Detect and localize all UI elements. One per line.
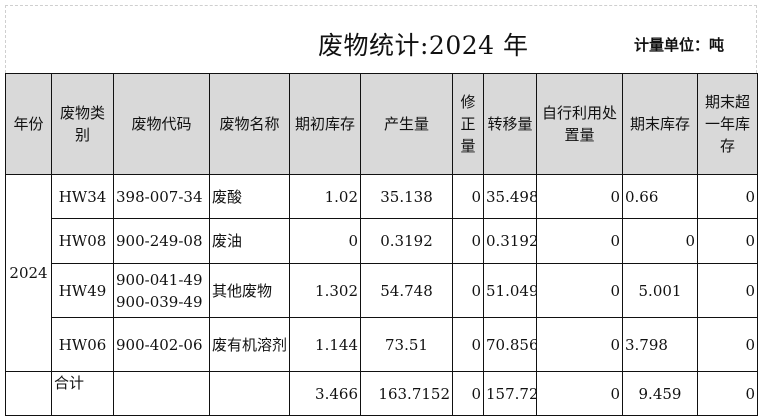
header-opening: 期初库存 — [289, 73, 361, 175]
name-cell: 其他废物 — [209, 263, 290, 318]
closing-cell: 5.001 — [622, 263, 698, 318]
total-over-one-year-cell: 0 — [697, 371, 758, 416]
closing-cell: 0 — [622, 218, 698, 264]
name-cell: 废油 — [209, 218, 290, 264]
empty-cell — [5, 371, 52, 416]
header-over-one-year: 期末超一年库存 — [697, 73, 758, 175]
table-row: HW06 900-402-06 废有机溶剂 1.144 73.51 0 70.856 0 3.7… — [6, 317, 758, 372]
header-code: 废物代码 — [113, 73, 210, 175]
opening-cell: 0 — [289, 218, 361, 264]
category-cell: HW08 — [51, 218, 114, 264]
correction-cell: 0 — [452, 174, 484, 219]
transferred-cell: 35.498 — [483, 174, 537, 219]
over-one-year-cell: 0 — [697, 174, 758, 219]
total-correction-cell: 0 — [452, 371, 484, 416]
transferred-cell: 0.3192 — [483, 218, 537, 264]
header-name: 废物名称 — [209, 73, 290, 175]
header-year: 年份 — [5, 73, 52, 175]
header-category: 废物类别 — [51, 73, 114, 175]
header-row: 年份 废物类别 废物代码 废物名称 期初库存 产生量 修正量 转移量 自行利用处置量 期末库存 期末… — [5, 73, 758, 175]
code-cell: 900-402-06 — [113, 317, 210, 372]
code-cell: 900-041-49 900-039-49 — [113, 263, 210, 318]
page-title: 废物统计:2024 年 — [318, 31, 529, 60]
total-generated-cell: 163.7152 — [360, 371, 453, 416]
correction-cell: 0 — [452, 317, 484, 372]
closing-cell: 3.798 — [622, 317, 698, 372]
code-cell: 398-007-34 — [113, 174, 210, 219]
over-one-year-cell: 0 — [697, 317, 758, 372]
category-cell: HW06 — [51, 317, 114, 372]
category-cell: HW34 — [51, 174, 114, 219]
title-area: 废物统计:2024 年 计量单位：吨 — [5, 5, 757, 73]
header-transferred: 转移量 — [483, 73, 537, 175]
transferred-cell: 51.049 — [483, 263, 537, 318]
opening-cell: 1.02 — [289, 174, 361, 219]
generated-cell: 35.138 — [360, 174, 453, 219]
year-cell: 2024 — [5, 174, 52, 372]
closing-cell: 0.66 — [622, 174, 698, 219]
correction-cell: 0 — [452, 263, 484, 318]
total-label-cell: 合计 — [51, 371, 114, 416]
category-cell: HW49 — [51, 263, 114, 318]
table-row: HW08 900-249-08 废油 0 0.3192 0 0.3192 0 0 0 — [6, 218, 758, 264]
over-one-year-cell: 0 — [697, 263, 758, 318]
header-correction: 修正量 — [452, 73, 484, 175]
header-generated: 产生量 — [360, 73, 453, 175]
total-closing-cell: 9.459 — [622, 371, 698, 416]
generated-cell: 73.51 — [360, 317, 453, 372]
total-opening-cell: 3.466 — [289, 371, 361, 416]
unit-label: 计量单位：吨 — [634, 36, 725, 54]
header-closing: 期末库存 — [622, 73, 698, 175]
code-cell: 900-249-08 — [113, 218, 210, 264]
generated-cell: 0.3192 — [360, 218, 453, 264]
over-one-year-cell: 0 — [697, 218, 758, 264]
table-row: HW49 900-041-49 900-039-49 其他废物 1.302 54.748… — [6, 263, 758, 318]
self-used-cell: 0 — [536, 317, 623, 372]
table-row: 2024 HW34 398-007-34 废酸 1.02 35.138 0 35.498 0 0.… — [5, 174, 758, 372]
generated-cell: 54.748 — [360, 263, 453, 318]
name-cell: 废有机溶剂 — [209, 317, 290, 372]
self-used-cell: 0 — [536, 174, 623, 219]
self-used-cell: 0 — [536, 218, 623, 264]
header-self-used: 自行利用处置量 — [536, 73, 623, 175]
correction-cell: 0 — [452, 218, 484, 264]
waste-statistics-table: 年份 废物类别 废物代码 废物名称 期初库存 产生量 修正量 转移量 自行利用处置量 期末库存 期末… — [5, 73, 758, 416]
total-self-used-cell: 0 — [536, 371, 623, 416]
self-used-cell: 0 — [536, 263, 623, 318]
total-transferred-cell: 157.7222 — [483, 371, 537, 416]
opening-cell: 1.144 — [289, 317, 361, 372]
empty-cell — [113, 371, 210, 416]
name-cell: 废酸 — [209, 174, 290, 219]
empty-cell — [209, 371, 290, 416]
opening-cell: 1.302 — [289, 263, 361, 318]
transferred-cell: 70.856 — [483, 317, 537, 372]
